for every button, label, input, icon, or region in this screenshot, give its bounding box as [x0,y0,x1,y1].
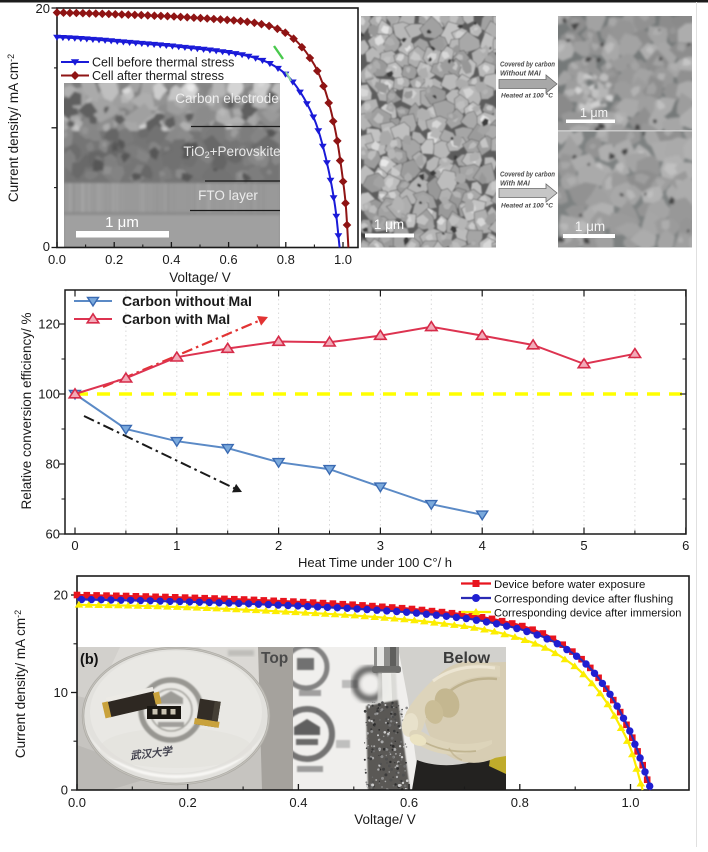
svg-text:TiO2+Perovskite: TiO2+Perovskite [183,144,280,160]
svg-text:0: 0 [43,239,50,254]
svg-text:FTO layer: FTO layer [198,188,258,203]
svg-text:1 μm: 1 μm [580,106,608,120]
svg-text:Covered by carbon: Covered by carbon [500,62,555,69]
svg-text:Heated at 100 °C: Heated at 100 °C [501,92,553,100]
svg-text:0.2: 0.2 [179,795,197,810]
svg-text:武汉大学: 武汉大学 [129,744,174,762]
svg-text:Carbon electrode: Carbon electrode [175,91,279,106]
svg-text:With MAI: With MAI [500,181,531,188]
svg-text:Current density/ mA cm-2: Current density/ mA cm-2 [6,54,21,202]
svg-text:6: 6 [682,538,689,553]
svg-text:Carbon without MaI: Carbon without MaI [122,293,252,309]
svg-text:Relative conversion efficiency: Relative conversion efficiency/ % [19,312,34,509]
svg-text:0.4: 0.4 [289,795,307,810]
svg-text:Current density/ mA cm-2: Current density/ mA cm-2 [13,610,28,758]
svg-text:0: 0 [61,783,68,798]
svg-text:Corresponding device after flu: Corresponding device after flushing [494,594,673,606]
svg-text:0.2: 0.2 [105,252,123,267]
svg-text:Covered by carbon: Covered by carbon [500,172,555,179]
svg-text:3: 3 [377,538,384,553]
svg-text:1 μm: 1 μm [374,217,404,232]
svg-text:20: 20 [54,588,68,603]
svg-text:0.6: 0.6 [220,252,238,267]
svg-text:Heated at 100 °C: Heated at 100 °C [501,202,553,210]
svg-text:2: 2 [275,538,282,553]
svg-text:0: 0 [71,538,78,553]
svg-text:120: 120 [38,317,60,332]
svg-text:80: 80 [46,457,60,472]
svg-text:Cell before thermal stress: Cell before thermal stress [92,56,234,70]
svg-text:Without MAI: Without MAI [500,71,542,78]
svg-text:1.0: 1.0 [334,252,352,267]
svg-text:60: 60 [46,527,60,542]
svg-text:Device before water exposure: Device before water exposure [494,579,645,591]
svg-text:Voltage/ V: Voltage/ V [169,270,231,285]
svg-text:0.6: 0.6 [400,795,418,810]
svg-text:0.8: 0.8 [277,252,295,267]
svg-text:4: 4 [479,538,486,553]
svg-text:Corresponding device after imm: Corresponding device after immersion [494,608,681,620]
svg-text:0.0: 0.0 [68,795,86,810]
svg-text:(b): (b) [80,652,99,668]
svg-text:0.4: 0.4 [162,252,180,267]
svg-text:Below: Below [443,650,491,667]
svg-text:1: 1 [173,538,180,553]
svg-text:1.0: 1.0 [621,795,639,810]
svg-text:Carbon with MaI: Carbon with MaI [122,311,230,327]
svg-text:1 μm: 1 μm [105,214,139,231]
svg-text:0.8: 0.8 [511,795,529,810]
svg-text:100: 100 [38,387,60,402]
svg-text:5: 5 [580,538,587,553]
svg-text:0.0: 0.0 [48,252,66,267]
svg-text:1 μm: 1 μm [575,219,605,234]
svg-text:Voltage/ V: Voltage/ V [354,812,416,827]
svg-text:Top: Top [261,650,288,667]
svg-text:10: 10 [54,685,68,700]
svg-text:20: 20 [36,1,50,16]
svg-text:Heat Time under 100 C°/ h: Heat Time under 100 C°/ h [298,555,452,570]
svg-text:Cell after thermal stress: Cell after thermal stress [92,69,224,83]
